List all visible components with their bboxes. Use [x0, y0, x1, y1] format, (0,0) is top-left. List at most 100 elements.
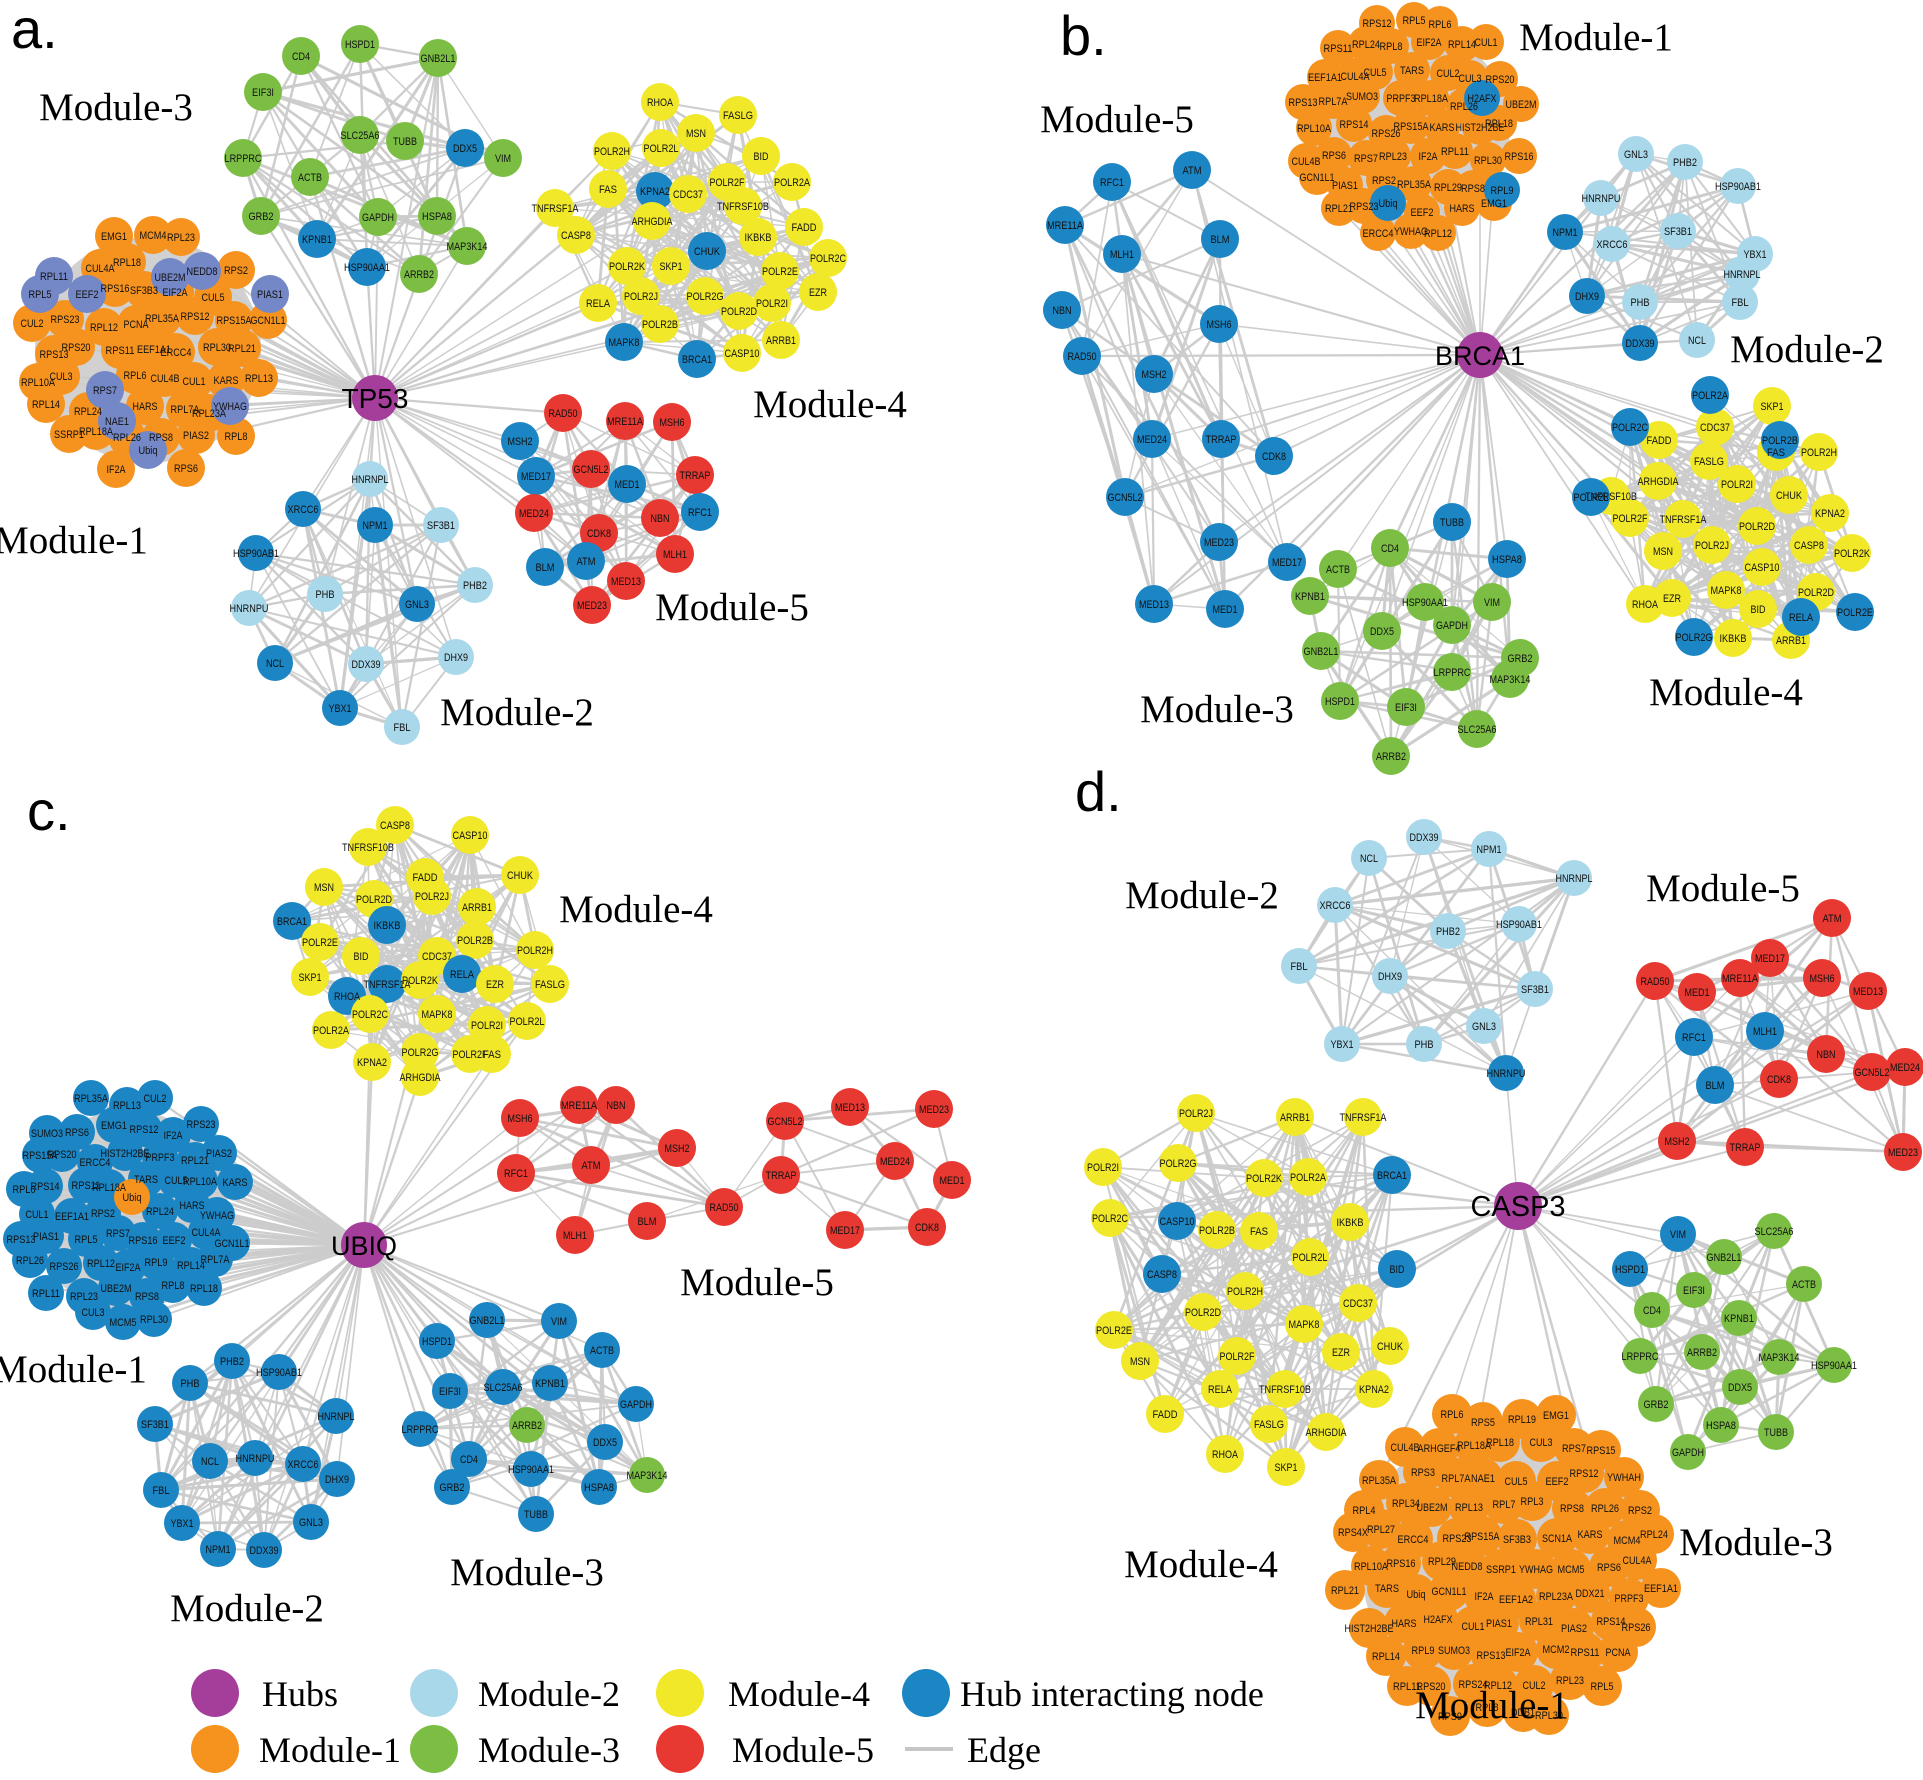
- svg-text:TARS: TARS: [1400, 65, 1424, 77]
- svg-text:XRCC6: XRCC6: [288, 504, 319, 516]
- svg-text:EIF2A: EIF2A: [1417, 37, 1443, 49]
- svg-text:POLR2D: POLR2D: [356, 894, 392, 906]
- svg-text:RFC1: RFC1: [504, 1168, 528, 1180]
- svg-text:SCN1A: SCN1A: [1542, 1533, 1573, 1545]
- svg-text:HSPA8: HSPA8: [422, 211, 452, 223]
- svg-text:HNRNPL: HNRNPL: [1556, 873, 1593, 885]
- svg-text:ARRB1: ARRB1: [1280, 1112, 1310, 1124]
- svg-text:RPS11: RPS11: [72, 1180, 101, 1192]
- svg-text:KPNA2: KPNA2: [1359, 1384, 1389, 1396]
- svg-text:RPS16: RPS16: [129, 1235, 158, 1247]
- svg-text:CUL3: CUL3: [1530, 1437, 1553, 1449]
- svg-text:CUL1: CUL1: [1462, 1621, 1485, 1633]
- svg-text:RPL18A: RPL18A: [79, 426, 114, 438]
- svg-text:RPS15A: RPS15A: [1465, 1531, 1501, 1543]
- svg-text:CHUK: CHUK: [1377, 1341, 1404, 1353]
- svg-text:BLM: BLM: [536, 562, 555, 574]
- svg-text:RPL35A: RPL35A: [1362, 1475, 1397, 1487]
- svg-text:MED13: MED13: [1139, 599, 1169, 611]
- svg-text:NBN: NBN: [1053, 305, 1072, 317]
- svg-text:RPS8: RPS8: [1461, 183, 1485, 195]
- svg-text:Module-5: Module-5: [1646, 867, 1800, 910]
- svg-text:ERCC4: ERCC4: [80, 1157, 111, 1169]
- svg-text:BID: BID: [1390, 1264, 1405, 1276]
- svg-text:POLR2D: POLR2D: [1185, 1307, 1221, 1319]
- svg-text:MLH1: MLH1: [663, 549, 687, 561]
- svg-text:FBL: FBL: [1291, 961, 1308, 973]
- svg-text:RPL13: RPL13: [1455, 1502, 1483, 1514]
- svg-text:POLR2B: POLR2B: [1762, 435, 1798, 447]
- svg-text:MSN: MSN: [1653, 546, 1673, 558]
- svg-text:ACTB: ACTB: [1326, 564, 1350, 576]
- svg-text:NBN: NBN: [1817, 1049, 1836, 1061]
- svg-text:MED13: MED13: [611, 576, 641, 588]
- svg-text:SF3B1: SF3B1: [1521, 984, 1549, 996]
- svg-text:EEF1A1: EEF1A1: [1308, 72, 1342, 84]
- svg-text:RPS15A: RPS15A: [23, 1150, 59, 1162]
- svg-text:FAS: FAS: [1767, 447, 1785, 459]
- svg-text:RPL9: RPL9: [1412, 1645, 1435, 1657]
- svg-text:CASP8: CASP8: [380, 820, 410, 832]
- svg-text:FAS: FAS: [1250, 1226, 1268, 1238]
- svg-text:PIAS2: PIAS2: [183, 430, 209, 442]
- svg-text:VIM: VIM: [551, 1316, 567, 1328]
- svg-text:RPL6: RPL6: [1429, 19, 1452, 31]
- svg-text:MAPK8: MAPK8: [609, 337, 640, 349]
- svg-text:EEF1A2: EEF1A2: [1499, 1594, 1533, 1606]
- svg-text:RELA: RELA: [450, 969, 475, 981]
- svg-text:Module-3: Module-3: [39, 86, 193, 129]
- svg-text:RPS23: RPS23: [1443, 1533, 1472, 1545]
- svg-text:DDX5: DDX5: [453, 143, 477, 155]
- svg-text:RPL29: RPL29: [1434, 182, 1462, 194]
- svg-text:SKP1: SKP1: [299, 972, 322, 984]
- svg-text:MSN: MSN: [314, 882, 334, 894]
- svg-text:RPS15: RPS15: [1587, 1445, 1616, 1457]
- svg-text:MCM4: MCM4: [140, 230, 167, 242]
- svg-text:RPL18: RPL18: [190, 1283, 218, 1295]
- svg-text:VIM: VIM: [495, 153, 511, 165]
- svg-text:CUL3: CUL3: [82, 1307, 105, 1319]
- svg-text:MAP3K14: MAP3K14: [1490, 674, 1531, 686]
- svg-text:RPS14: RPS14: [31, 1181, 60, 1193]
- svg-text:IKBKB: IKBKB: [1720, 633, 1747, 645]
- svg-text:RFC1: RFC1: [1100, 177, 1124, 189]
- svg-text:RFC1: RFC1: [1682, 1032, 1706, 1044]
- svg-text:RPL13: RPL13: [245, 373, 273, 385]
- svg-text:GNL3: GNL3: [405, 599, 429, 611]
- svg-text:TNFRSF1A: TNFRSF1A: [1660, 514, 1708, 526]
- svg-text:IF2A: IF2A: [164, 1130, 184, 1142]
- svg-text:Module-3: Module-3: [1140, 688, 1294, 731]
- svg-text:POLR2C: POLR2C: [1092, 1213, 1128, 1225]
- svg-text:CD4: CD4: [1381, 543, 1399, 555]
- svg-text:POLR2C: POLR2C: [810, 253, 846, 265]
- svg-text:HNRNPU: HNRNPU: [1582, 193, 1621, 205]
- svg-text:RPL14: RPL14: [177, 1260, 205, 1272]
- svg-text:RPS16: RPS16: [1387, 1558, 1416, 1570]
- svg-text:Module-4: Module-4: [1124, 1543, 1278, 1586]
- svg-text:CDK8: CDK8: [915, 1222, 939, 1234]
- svg-text:POLR2H: POLR2H: [594, 146, 630, 158]
- svg-text:KPNA2: KPNA2: [357, 1057, 387, 1069]
- svg-text:CUL2: CUL2: [1437, 68, 1460, 80]
- svg-text:TRRAP: TRRAP: [1730, 1142, 1761, 1154]
- svg-text:CUL1: CUL1: [26, 1209, 49, 1221]
- svg-text:YWHAG: YWHAG: [213, 401, 247, 413]
- svg-text:RPS13: RPS13: [40, 349, 69, 361]
- svg-text:MLH1: MLH1: [563, 1230, 587, 1242]
- svg-text:RPS23: RPS23: [1350, 201, 1379, 213]
- svg-text:ATM: ATM: [577, 556, 596, 568]
- svg-text:MAP3K14: MAP3K14: [1759, 1352, 1800, 1364]
- svg-text:RPS8: RPS8: [1560, 1503, 1584, 1515]
- svg-text:RPL5: RPL5: [1591, 1681, 1614, 1693]
- svg-text:GRB2: GRB2: [440, 1482, 465, 1494]
- svg-text:RPS2: RPS2: [1372, 175, 1396, 187]
- svg-text:SF3B3: SF3B3: [1503, 1534, 1531, 1546]
- svg-text:ARRB1: ARRB1: [462, 902, 492, 914]
- svg-text:c.: c.: [27, 779, 71, 842]
- svg-text:MED24: MED24: [1137, 434, 1167, 446]
- svg-text:CUL5: CUL5: [165, 1175, 188, 1187]
- svg-text:HSPD1: HSPD1: [345, 39, 375, 51]
- svg-text:FADD: FADD: [1153, 1409, 1178, 1421]
- svg-text:UBE2M: UBE2M: [1417, 1502, 1448, 1514]
- svg-text:RPS6: RPS6: [1597, 1562, 1621, 1574]
